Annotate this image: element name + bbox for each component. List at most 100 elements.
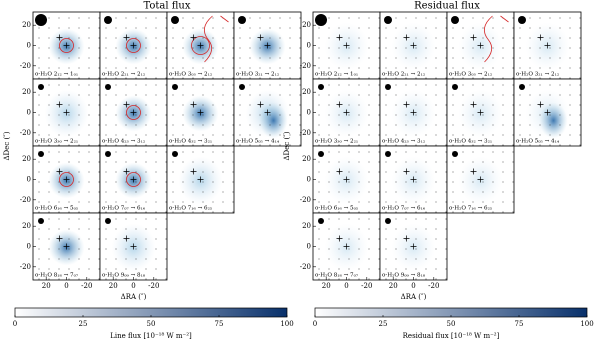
grid-dot bbox=[435, 191, 437, 193]
y-tick-label: 20 bbox=[22, 222, 31, 230]
grid-dot bbox=[318, 67, 320, 69]
grid-dot bbox=[239, 124, 241, 126]
grid-dot bbox=[425, 114, 427, 116]
grid-dot bbox=[445, 181, 447, 183]
grid-dot bbox=[405, 94, 407, 96]
grid-dot bbox=[482, 17, 484, 19]
grid-dot bbox=[202, 144, 204, 146]
grid-dot bbox=[192, 84, 194, 86]
grid-dot bbox=[405, 47, 407, 49]
panel-label: o-H₂O 3₀₃ → 2₁₂ bbox=[449, 72, 492, 78]
x-tick-label: 20 bbox=[322, 282, 331, 290]
grid-dot bbox=[172, 171, 174, 173]
grid-dot bbox=[68, 104, 70, 106]
grid-dot bbox=[328, 124, 330, 126]
grid-dot bbox=[135, 144, 137, 146]
grid-dot bbox=[222, 211, 224, 213]
beam bbox=[238, 16, 246, 24]
grid-dot bbox=[395, 94, 397, 96]
grid-dot bbox=[338, 211, 340, 213]
grid-dot bbox=[105, 94, 107, 96]
grid-dot bbox=[405, 278, 407, 280]
grid-dot bbox=[579, 27, 581, 29]
grid-dot bbox=[105, 228, 107, 230]
grid-dot bbox=[212, 201, 214, 203]
grid-dot bbox=[212, 67, 214, 69]
grid-dot bbox=[68, 134, 70, 136]
grid-dot bbox=[338, 134, 340, 136]
grid-dot bbox=[472, 191, 474, 193]
source-cross bbox=[123, 168, 130, 175]
grid-dot bbox=[98, 104, 100, 106]
grid-dot bbox=[415, 37, 417, 39]
grid-dot bbox=[155, 228, 157, 230]
grid-dot bbox=[115, 57, 117, 59]
y-tick-label: 0 bbox=[307, 42, 311, 50]
grid-dot bbox=[445, 84, 447, 86]
grid-dot bbox=[269, 134, 271, 136]
colorbar-tick-label: 25 bbox=[79, 320, 88, 328]
grid-dot bbox=[279, 77, 281, 79]
grid-dot bbox=[512, 47, 514, 49]
grid-dot bbox=[579, 84, 581, 86]
grid-dot bbox=[512, 161, 514, 163]
grid-dot bbox=[135, 47, 137, 49]
grid-dot bbox=[425, 228, 427, 230]
grid-dot bbox=[539, 57, 541, 59]
grid-dot bbox=[425, 191, 427, 193]
grid-dot bbox=[502, 201, 504, 203]
grid-dot bbox=[165, 278, 167, 280]
grid-dot bbox=[98, 114, 100, 116]
grid-dot bbox=[239, 47, 241, 49]
grid-dot bbox=[88, 134, 90, 136]
grid-dot bbox=[105, 181, 107, 183]
grid-dot bbox=[472, 77, 474, 79]
grid-dot bbox=[358, 238, 360, 240]
grid-dot bbox=[155, 17, 157, 19]
grid-dot bbox=[239, 94, 241, 96]
x-tick-label: -20 bbox=[361, 282, 372, 290]
map-panel: o-H₂O 4₂₃ → 3₁₂ bbox=[99, 78, 168, 147]
beam bbox=[385, 151, 391, 157]
grid-dot bbox=[88, 218, 90, 220]
contour bbox=[203, 15, 229, 63]
grid-dot bbox=[569, 17, 571, 19]
beam bbox=[35, 14, 47, 26]
grid-dot bbox=[58, 191, 60, 193]
grid-dot bbox=[78, 114, 80, 116]
grid-dot bbox=[222, 144, 224, 146]
grid-dot bbox=[492, 84, 494, 86]
grid-dot bbox=[192, 181, 194, 183]
grid-dot bbox=[482, 47, 484, 49]
grid-dot bbox=[239, 27, 241, 29]
source-cross bbox=[63, 109, 70, 116]
grid-dot bbox=[78, 124, 80, 126]
grid-dot bbox=[232, 77, 234, 79]
grid-dot bbox=[249, 104, 251, 106]
grid-dot bbox=[145, 124, 147, 126]
grid-dot bbox=[165, 151, 167, 153]
grid-dot bbox=[549, 47, 551, 49]
source-cross bbox=[130, 109, 137, 116]
grid-dot bbox=[318, 77, 320, 79]
grid-dot bbox=[358, 191, 360, 193]
grid-dot bbox=[78, 171, 80, 173]
grid-dot bbox=[115, 94, 117, 96]
grid-dot bbox=[539, 94, 541, 96]
grid-dot bbox=[68, 171, 70, 173]
grid-dot bbox=[88, 161, 90, 163]
colorbar-tick-label: 50 bbox=[447, 320, 456, 328]
grid-dot bbox=[385, 268, 387, 270]
panel-label: o-H₂O 4₃₂ → 3₂₁ bbox=[449, 139, 492, 145]
grid-dot bbox=[445, 37, 447, 39]
grid-dot bbox=[385, 181, 387, 183]
grid-dot bbox=[462, 17, 464, 19]
grid-dot bbox=[249, 67, 251, 69]
grid-dot bbox=[512, 57, 514, 59]
grid-dot bbox=[165, 268, 167, 270]
source-cross bbox=[470, 168, 477, 175]
grid-dot bbox=[269, 67, 271, 69]
grid-dot bbox=[78, 47, 80, 49]
grid-dot bbox=[318, 258, 320, 260]
grid-dot bbox=[202, 191, 204, 193]
